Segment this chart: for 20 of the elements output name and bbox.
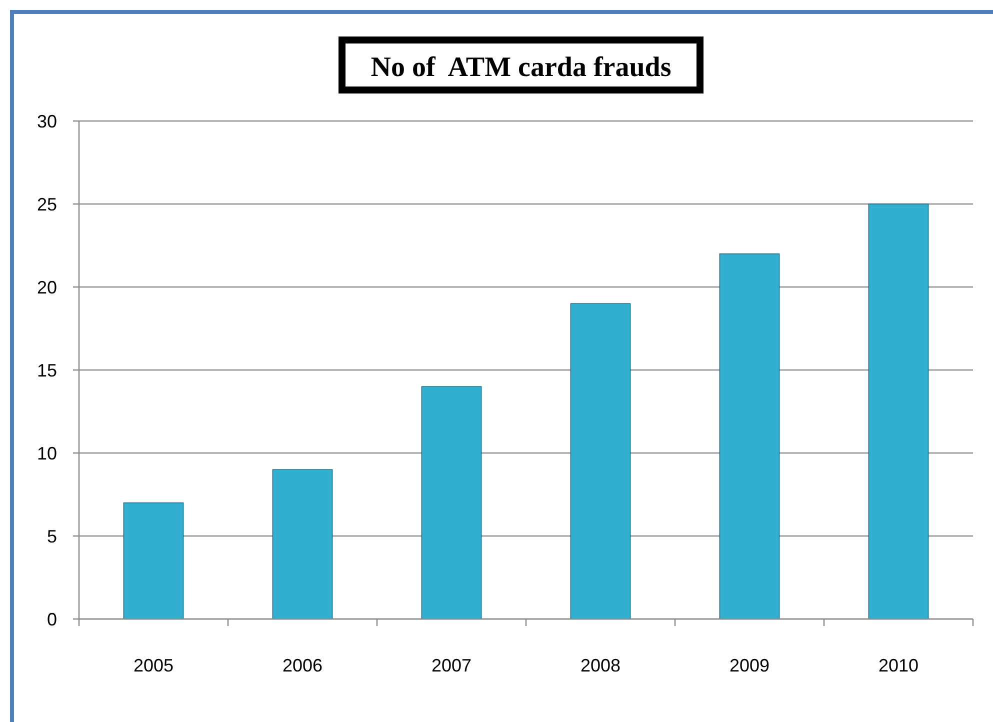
y-tick-label: 5 xyxy=(46,526,57,546)
y-tick-label: 25 xyxy=(36,194,57,214)
x-tick-label: 2010 xyxy=(878,655,919,676)
bar xyxy=(570,303,631,620)
y-tick-label: 15 xyxy=(36,360,57,380)
bar xyxy=(719,253,780,620)
x-tick-label: 2006 xyxy=(282,655,323,676)
y-tick-label: 30 xyxy=(36,111,57,132)
bar xyxy=(123,502,184,620)
x-tick-label: 2009 xyxy=(729,655,770,676)
chart-title: No of ATM carda frauds xyxy=(370,52,672,83)
bar xyxy=(868,204,929,620)
x-tick-label: 2005 xyxy=(133,655,174,676)
x-tick-label: 2008 xyxy=(580,655,621,676)
y-tick-label: 20 xyxy=(36,277,57,298)
y-tick-label: 10 xyxy=(36,443,57,464)
x-tick-label: 2007 xyxy=(431,655,472,676)
bar xyxy=(421,386,482,620)
y-tick-label: 0 xyxy=(46,609,57,630)
bar xyxy=(272,469,333,620)
